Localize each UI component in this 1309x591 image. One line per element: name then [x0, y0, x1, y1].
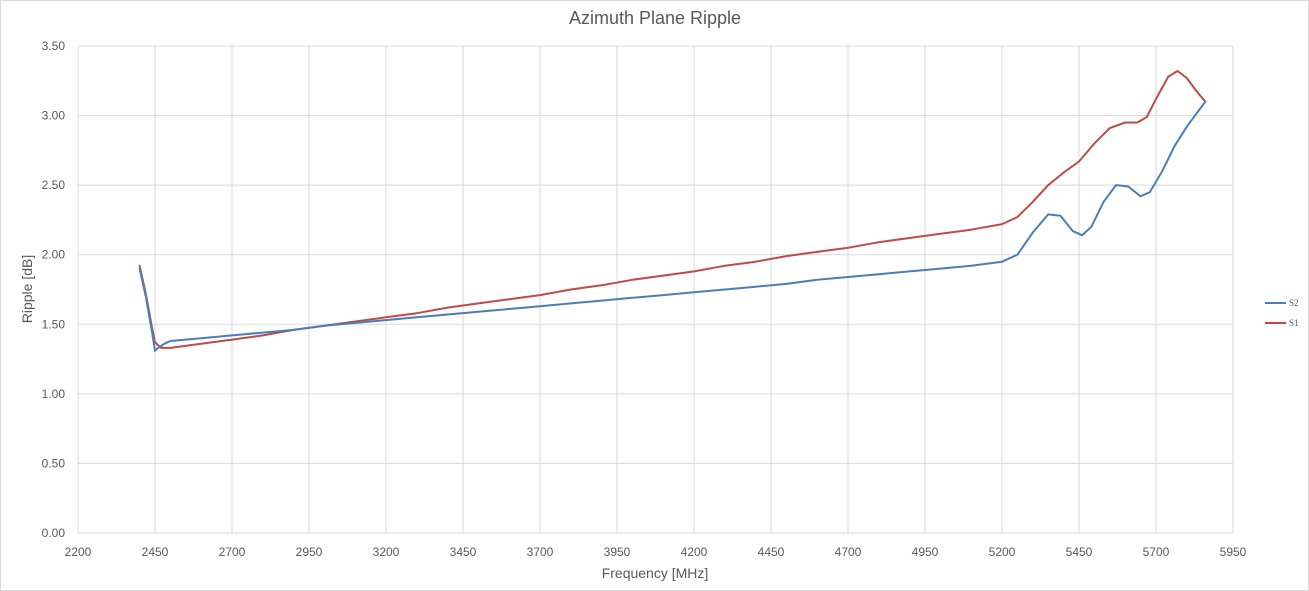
legend-label-s1: S1: [1289, 318, 1299, 328]
x-axis-label: Frequency [MHz]: [602, 565, 709, 581]
x-tick-label: 4450: [758, 545, 785, 559]
y-tick-label: 3.00: [42, 109, 66, 123]
x-tick-label: 5450: [1066, 545, 1093, 559]
grid: [77, 45, 1234, 534]
x-tick-label: 2450: [142, 545, 169, 559]
y-tick-label: 1.00: [42, 387, 66, 401]
x-tick-label: 5200: [989, 545, 1016, 559]
x-tick-label: 3950: [604, 545, 631, 559]
legend-label-s2: S2: [1289, 298, 1299, 308]
x-tick-label: 5700: [1143, 545, 1170, 559]
x-tick-label: 2700: [219, 545, 246, 559]
x-tick-label: 3200: [373, 545, 400, 559]
y-tick-label: 2.50: [42, 178, 66, 192]
tick-labels: 2200 2450 2700 2950 3200 3450 3700 3950 4200 4450…: [42, 39, 1247, 559]
y-tick-label: 1.50: [42, 317, 66, 331]
x-tick-label: 5950: [1220, 545, 1247, 559]
legend: S2 S1: [1265, 298, 1299, 328]
series-line-s1: [138, 70, 1207, 349]
x-tick-label: 3700: [527, 545, 554, 559]
y-tick-label: 2.00: [42, 248, 66, 262]
series-line-s2: [138, 100, 1207, 352]
series-layer: [138, 70, 1207, 352]
y-tick-label: 3.50: [42, 39, 66, 53]
y-tick-label: 0.00: [42, 526, 66, 540]
x-tick-label: 4950: [912, 545, 939, 559]
x-tick-label: 2950: [296, 545, 323, 559]
chart-title: Azimuth Plane Ripple: [569, 8, 741, 28]
y-axis-label: Ripple [dB]: [19, 255, 35, 323]
x-tick-label: 4200: [681, 545, 708, 559]
y-tick-label: 0.50: [42, 456, 66, 470]
x-tick-label: 3450: [450, 545, 477, 559]
x-tick-label: 4700: [835, 545, 862, 559]
x-tick-label: 2200: [65, 545, 92, 559]
